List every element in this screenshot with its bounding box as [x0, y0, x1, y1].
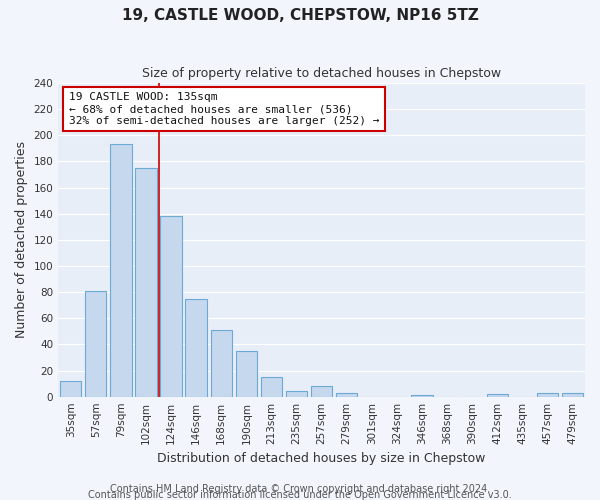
Bar: [60, 381, 82, 396]
Bar: [336, 393, 358, 396]
Bar: [85, 291, 106, 397]
Text: 19 CASTLE WOOD: 135sqm
← 68% of detached houses are smaller (536)
32% of semi-de: 19 CASTLE WOOD: 135sqm ← 68% of detached…: [69, 92, 379, 126]
Text: Contains HM Land Registry data © Crown copyright and database right 2024.: Contains HM Land Registry data © Crown c…: [110, 484, 490, 494]
Title: Size of property relative to detached houses in Chepstow: Size of property relative to detached ho…: [142, 68, 501, 80]
Text: 19, CASTLE WOOD, CHEPSTOW, NP16 5TZ: 19, CASTLE WOOD, CHEPSTOW, NP16 5TZ: [122, 8, 478, 22]
Bar: [236, 351, 257, 397]
Bar: [537, 393, 558, 396]
Bar: [160, 216, 182, 396]
Bar: [311, 386, 332, 396]
Bar: [211, 330, 232, 396]
Bar: [562, 393, 583, 396]
Bar: [487, 394, 508, 396]
Bar: [261, 377, 282, 396]
Y-axis label: Number of detached properties: Number of detached properties: [15, 142, 28, 338]
Bar: [286, 392, 307, 396]
Bar: [185, 298, 207, 396]
Bar: [136, 168, 157, 396]
X-axis label: Distribution of detached houses by size in Chepstow: Distribution of detached houses by size …: [157, 452, 486, 465]
Text: Contains public sector information licensed under the Open Government Licence v3: Contains public sector information licen…: [88, 490, 512, 500]
Bar: [110, 144, 131, 396]
